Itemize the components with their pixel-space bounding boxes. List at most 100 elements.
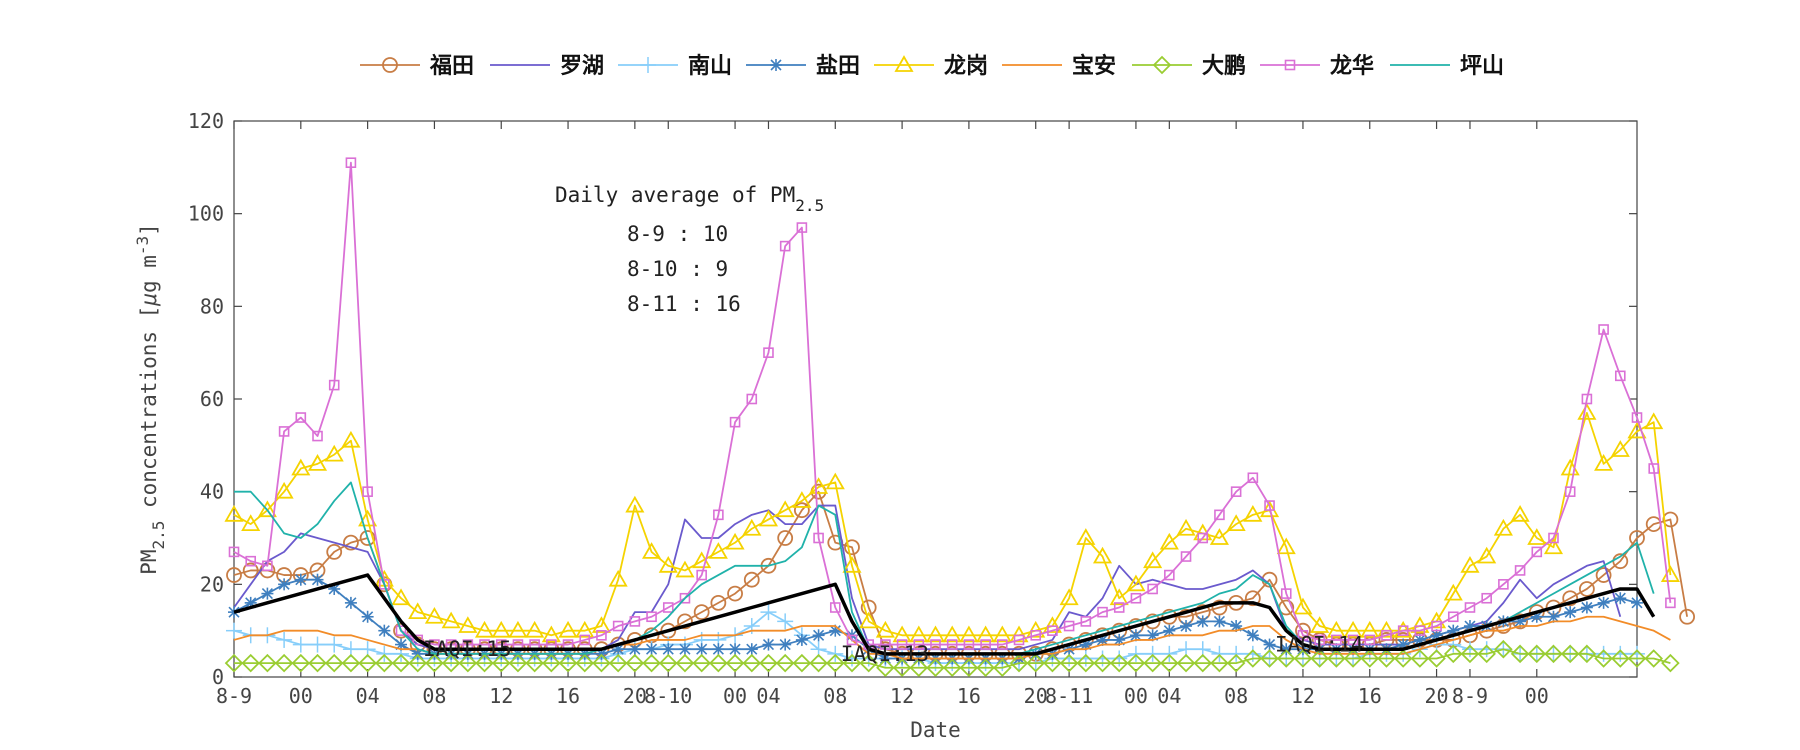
- data-point: [826, 653, 845, 673]
- data-point: [993, 658, 1012, 678]
- y-tick-label: 40: [200, 480, 224, 504]
- data-point: [1364, 634, 1376, 646]
- data-point: [326, 544, 343, 560]
- x-tick-label: 00: [289, 684, 313, 708]
- data-point: [1427, 649, 1446, 668]
- data-point: [1665, 597, 1676, 609]
- data-point: [695, 643, 708, 656]
- data-point: [1679, 608, 1696, 625]
- data-point: [326, 636, 343, 653]
- data-point: [382, 57, 398, 73]
- data-point: [311, 573, 324, 586]
- x-tick-label: 00: [1124, 684, 1148, 708]
- data-point: [1514, 565, 1526, 576]
- data-point: [678, 643, 691, 656]
- data-point: [1376, 620, 1397, 638]
- data-point: [743, 571, 760, 588]
- data-point: [1244, 590, 1261, 607]
- x-tick-label: 20: [623, 684, 647, 708]
- data-point: [809, 653, 828, 673]
- y-tick-label: 80: [200, 294, 224, 318]
- data-point: [474, 620, 495, 638]
- data-point: [1598, 324, 1609, 335]
- data-point: [1063, 620, 1075, 632]
- data-point: [391, 588, 411, 606]
- x-tick-label: 16: [556, 684, 580, 708]
- data-point: [712, 643, 725, 656]
- data-point: [662, 643, 675, 656]
- data-point: [1611, 649, 1630, 668]
- data-point: [1211, 599, 1228, 616]
- x-tick-label: 8-9: [216, 684, 252, 708]
- data-point: [1213, 615, 1226, 628]
- data-point: [375, 653, 394, 673]
- data-point: [541, 625, 561, 643]
- data-point: [880, 639, 891, 650]
- x-tick-label: 20: [1425, 684, 1449, 708]
- data-point: [1595, 645, 1612, 662]
- data-point: [742, 653, 762, 673]
- data-point: [1377, 649, 1396, 668]
- x-tick-label: 8-9: [1452, 684, 1488, 708]
- data-point: [1393, 649, 1413, 668]
- data-point: [395, 625, 407, 636]
- x-tick-label: 08: [422, 684, 446, 708]
- legend-label: 龙华: [1330, 53, 1374, 79]
- data-point: [1397, 625, 1409, 636]
- data-point: [379, 579, 390, 590]
- data-point: [1595, 567, 1612, 583]
- data-point: [675, 560, 695, 578]
- x-tick-label: 8-10: [644, 684, 692, 708]
- x-tick-label: 08: [823, 684, 847, 708]
- data-point: [1026, 620, 1046, 638]
- iaqi-label: IAQI:15: [423, 637, 512, 661]
- data-point: [1577, 644, 1597, 664]
- data-point: [1327, 649, 1346, 668]
- data-point: [1578, 581, 1595, 597]
- data-point: [1293, 597, 1313, 615]
- data-point: [1498, 579, 1509, 590]
- legend-item: 大鹏: [1132, 53, 1246, 79]
- data-point: [224, 505, 244, 522]
- data-point: [1527, 528, 1547, 545]
- data-point: [812, 629, 825, 642]
- series-line: [233, 573, 1656, 656]
- data-point: [1627, 649, 1647, 668]
- data-point: [1544, 644, 1563, 664]
- data-point: [1284, 59, 1296, 71]
- data-point: [1113, 602, 1125, 613]
- legend-label: 罗湖: [560, 54, 604, 79]
- data-point: [575, 620, 595, 638]
- data-point: [1097, 606, 1108, 618]
- data-point: [1276, 649, 1296, 668]
- data-point: [1210, 653, 1229, 673]
- data-point: [1662, 511, 1679, 528]
- x-tick-label: 08: [1224, 684, 1248, 708]
- data-point: [759, 653, 778, 673]
- data-point: [542, 653, 561, 673]
- data-point: [625, 653, 645, 673]
- data-point: [946, 639, 958, 650]
- data-point: [1444, 644, 1463, 664]
- data-point: [892, 658, 912, 678]
- data-point: [1594, 649, 1613, 668]
- x-tick-label: 12: [489, 684, 513, 708]
- data-point: [1427, 611, 1447, 629]
- data-point: [677, 613, 693, 630]
- data-point: [1343, 649, 1363, 668]
- x-tick-label: 04: [1157, 684, 1181, 708]
- legend: 福田 罗湖 南山 盐田 龙岗 宝安 大鹏 龙华 坪山: [360, 53, 1504, 79]
- data-point: [1159, 532, 1179, 550]
- data-point: [1276, 537, 1296, 555]
- data-point: [292, 636, 309, 653]
- data-point: [1510, 644, 1530, 664]
- data-point: [1443, 583, 1463, 601]
- data-point: [992, 625, 1012, 643]
- data-point: [274, 653, 294, 673]
- data-point: [262, 560, 273, 572]
- data-point: [1597, 596, 1610, 609]
- data-point: [1343, 620, 1363, 638]
- data-point: [1531, 546, 1543, 558]
- data-point: [241, 514, 261, 531]
- data-point: [729, 416, 741, 428]
